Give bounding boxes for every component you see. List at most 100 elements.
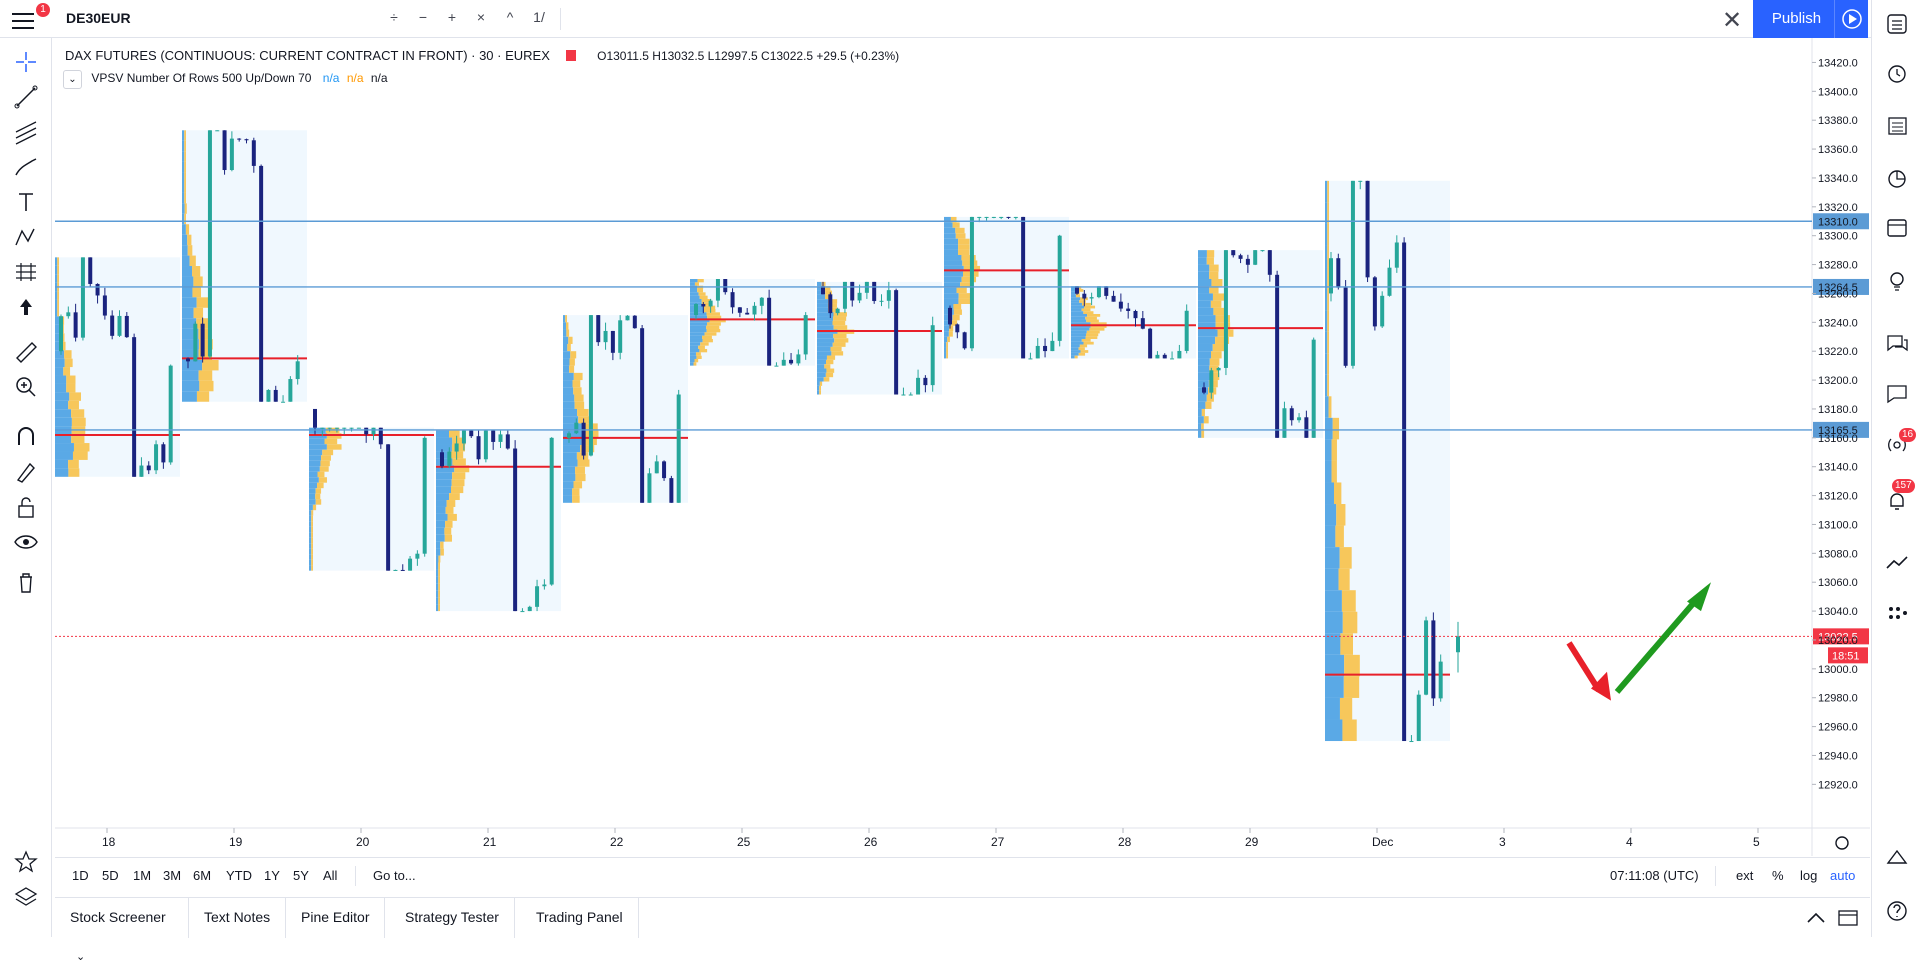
- publish-button[interactable]: Publish: [1753, 0, 1840, 38]
- volume-profile-up-bar: [1325, 180, 1328, 203]
- help-icon[interactable]: [1884, 898, 1910, 924]
- volume-profile-up-bar: [1071, 322, 1091, 326]
- crosshair-icon[interactable]: [12, 48, 40, 76]
- plus-tool[interactable]: +: [447, 9, 457, 25]
- tab-trading-panel[interactable]: Trading Panel: [521, 898, 639, 938]
- product-icon[interactable]: [1884, 845, 1910, 871]
- volume-profile-up-bar: [309, 526, 312, 533]
- volume-profile-up-bar: [436, 555, 439, 563]
- goto-button[interactable]: Go to...: [373, 868, 416, 883]
- volume-profile-up-bar: [182, 307, 194, 319]
- range-1y[interactable]: 1Y: [264, 868, 280, 883]
- chart-trend-icon[interactable]: [1884, 550, 1910, 576]
- range-ytd[interactable]: YTD: [226, 868, 252, 883]
- chevron-down-icon[interactable]: ⌄: [63, 70, 82, 89]
- watchlist-icon[interactable]: [1884, 11, 1910, 37]
- flag-icon[interactable]: [565, 50, 576, 61]
- candle-body: [1202, 387, 1206, 393]
- arrow-up-icon[interactable]: [12, 293, 40, 321]
- data-window-icon[interactable]: [1884, 112, 1910, 138]
- candle-body: [542, 584, 547, 587]
- draw-mode-icon[interactable]: [12, 458, 40, 486]
- divide-tool[interactable]: ÷: [390, 9, 398, 25]
- publish-play-button[interactable]: [1834, 0, 1868, 38]
- maximize-panel-icon[interactable]: [1837, 909, 1859, 927]
- grid-dots-icon[interactable]: [1884, 600, 1910, 626]
- candle-body: [872, 281, 877, 302]
- volume-profile-down-bar: [1201, 423, 1204, 431]
- lock-icon[interactable]: [12, 493, 40, 521]
- candle-body: [991, 216, 996, 218]
- minus-tool[interactable]: −: [418, 9, 428, 25]
- volume-profile-up-bar: [1325, 439, 1332, 461]
- volume-profile-up-bar: [817, 338, 835, 343]
- menu-icon[interactable]: [12, 9, 38, 29]
- volume-profile-up-bar: [817, 286, 825, 291]
- brush-icon[interactable]: [12, 153, 40, 181]
- zoom-in-icon[interactable]: [12, 373, 40, 401]
- chart-pane[interactable]: 13310.0 13264.5 13165.5 13022.5 18:51 13420.0…: [55, 38, 1870, 856]
- layers-icon[interactable]: [12, 883, 40, 911]
- tab-text-notes[interactable]: Text Notes: [189, 898, 287, 938]
- range-6m[interactable]: 6M: [193, 868, 212, 883]
- range-1m[interactable]: 1M: [133, 868, 152, 883]
- range-all[interactable]: All: [323, 868, 338, 883]
- price-tick-label: 13080.0: [1818, 548, 1858, 560]
- tab-strategy-tester[interactable]: Strategy Tester: [390, 898, 515, 938]
- ideas-icon[interactable]: [1884, 268, 1910, 294]
- candle-body: [371, 427, 376, 435]
- clock-timezone[interactable]: 07:11:08 (UTC): [1610, 868, 1699, 883]
- candle-body: [364, 427, 369, 435]
- percent-toggle[interactable]: %: [1772, 868, 1784, 883]
- candle-body: [313, 408, 317, 428]
- alarm-clock-icon[interactable]: [1884, 60, 1910, 86]
- volume-profile-up-bar: [563, 437, 582, 446]
- symbol-search[interactable]: DE30EUR: [66, 10, 131, 26]
- magnet-icon[interactable]: [12, 423, 40, 451]
- notifications-icon[interactable]: [1884, 488, 1910, 514]
- range-1d[interactable]: 1D: [72, 868, 89, 883]
- price-chart[interactable]: 13310.0 13264.5 13165.5 13022.5 18:51 13420.0…: [55, 38, 1870, 856]
- volume-profile-down-bar: [1080, 350, 1089, 353]
- chat-bubble-icon[interactable]: [1884, 380, 1910, 406]
- reciprocal-tool[interactable]: 1/: [533, 9, 545, 25]
- pattern-icon[interactable]: [12, 223, 40, 251]
- eye-icon[interactable]: [12, 528, 40, 556]
- indicator-name[interactable]: VPSV Number Of Rows 500 Up/Down 70: [91, 71, 312, 85]
- volume-profile-down-bar: [1075, 294, 1081, 298]
- calendar-icon[interactable]: [1884, 214, 1910, 240]
- hotlist-icon[interactable]: [1884, 165, 1910, 191]
- tab-stock-screener[interactable]: Stock Screener ⌄: [55, 898, 189, 963]
- star-icon[interactable]: [12, 848, 40, 876]
- chevron-down-icon[interactable]: ⌄: [76, 951, 86, 963]
- trash-icon[interactable]: [12, 568, 40, 596]
- ruler-icon[interactable]: [12, 338, 40, 366]
- trend-line-icon[interactable]: [12, 83, 40, 111]
- prediction-icon[interactable]: [12, 258, 40, 286]
- ext-toggle[interactable]: ext: [1736, 868, 1754, 883]
- log-toggle[interactable]: log: [1800, 868, 1818, 883]
- tab-pine-editor[interactable]: Pine Editor: [286, 898, 386, 938]
- auto-toggle[interactable]: auto: [1830, 868, 1856, 883]
- close-icon[interactable]: ✕: [1722, 7, 1743, 34]
- volume-profile-up-bar: [944, 287, 957, 294]
- collapse-chevron-up-icon[interactable]: [1805, 910, 1827, 926]
- range-5y[interactable]: 5Y: [293, 868, 309, 883]
- multiply-tool[interactable]: ×: [476, 9, 486, 25]
- candle-body: [962, 332, 967, 349]
- volume-profile-up-bar: [436, 583, 439, 591]
- range-5d[interactable]: 5D: [102, 868, 119, 883]
- volume-profile-up-bar: [309, 466, 320, 472]
- volume-profile-up-bar: [563, 351, 571, 359]
- candle-body: [520, 611, 525, 613]
- volume-profile-up-bar: [817, 377, 824, 382]
- volume-profile-down-bar: [1328, 396, 1332, 418]
- chats-icon[interactable]: [1884, 330, 1910, 356]
- power-tool[interactable]: ^: [506, 9, 514, 25]
- volume-profile-up-bar: [309, 438, 325, 445]
- symbol-title[interactable]: DAX FUTURES (CONTINUOUS: CURRENT CONTRAC…: [65, 48, 550, 63]
- range-3m[interactable]: 3M: [163, 868, 182, 883]
- text-tool-icon[interactable]: [12, 188, 40, 216]
- candle-body: [73, 312, 78, 338]
- fib-tool-icon[interactable]: [12, 118, 40, 146]
